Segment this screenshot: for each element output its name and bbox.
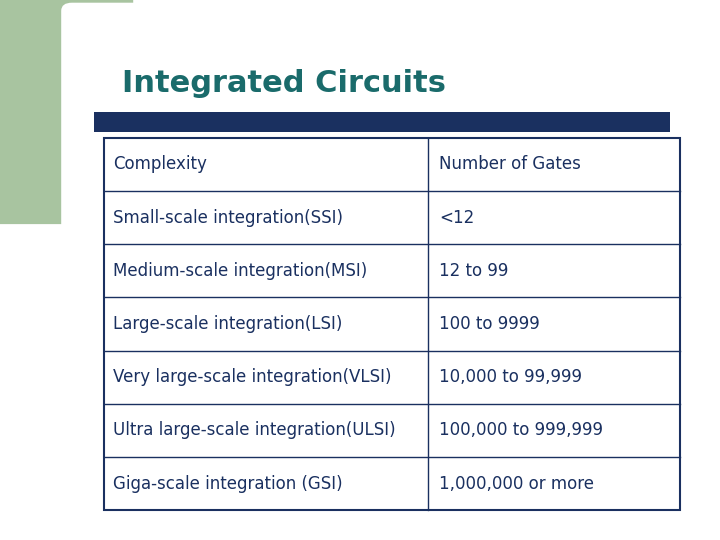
Text: Integrated Circuits: Integrated Circuits [122,69,446,98]
Text: Medium-scale integration(MSI): Medium-scale integration(MSI) [113,262,367,280]
Text: 100,000 to 999,999: 100,000 to 999,999 [439,421,603,440]
Text: Complexity: Complexity [113,156,207,173]
Bar [94,112,670,132]
Text: 12 to 99: 12 to 99 [439,262,508,280]
Text: 1,000,000 or more: 1,000,000 or more [439,475,594,492]
Text: <12: <12 [439,208,474,227]
Text: 100 to 9999: 100 to 9999 [439,315,540,333]
Bar [104,138,680,510]
FancyBboxPatch shape [61,3,716,537]
Text: Large-scale integration(LSI): Large-scale integration(LSI) [113,315,343,333]
FancyBboxPatch shape [0,0,133,224]
Text: Ultra large-scale integration(ULSI): Ultra large-scale integration(ULSI) [113,421,396,440]
Text: Very large-scale integration(VLSI): Very large-scale integration(VLSI) [113,368,392,386]
Text: Giga-scale integration (GSI): Giga-scale integration (GSI) [113,475,343,492]
Text: Number of Gates: Number of Gates [439,156,581,173]
Text: Small-scale integration(SSI): Small-scale integration(SSI) [113,208,343,227]
Text: 10,000 to 99,999: 10,000 to 99,999 [439,368,582,386]
